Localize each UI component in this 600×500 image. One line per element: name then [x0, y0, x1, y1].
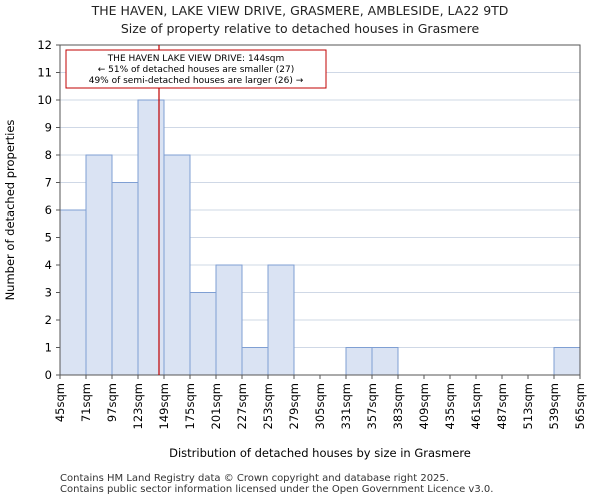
- y-tick-label: 5: [45, 231, 52, 245]
- x-tick-label: 487sqm: [495, 383, 509, 429]
- x-tick-label: 123sqm: [131, 383, 145, 429]
- x-axis: 45sqm 71sqm 97sqm 123sqm 149sqm 175sqm 201sqm 2…: [53, 375, 587, 429]
- x-tick-label: 149sqm: [157, 383, 171, 429]
- x-tick-label: 435sqm: [443, 383, 457, 429]
- y-tick-label: 1: [45, 341, 52, 355]
- x-tick-label: 331sqm: [339, 383, 353, 429]
- annotation-border: [65, 49, 327, 89]
- histogram-bar: [267, 264, 295, 376]
- x-tick-label: 357sqm: [365, 383, 379, 429]
- x-tick-label: 305sqm: [313, 383, 327, 429]
- x-tick-label: 565sqm: [573, 383, 587, 429]
- annotation-line-1: THE HAVEN LAKE VIEW DRIVE: 144sqm: [107, 54, 285, 64]
- y-tick-label: 7: [45, 176, 52, 190]
- histogram-bar: [189, 292, 217, 376]
- x-tick-label: 227sqm: [235, 383, 249, 429]
- x-tick-label: 461sqm: [469, 383, 483, 429]
- x-tick-label: 45sqm: [53, 383, 67, 422]
- chart-title: THE HAVEN, LAKE VIEW DRIVE, GRASMERE, AM…: [91, 3, 509, 18]
- histogram-bar: [137, 99, 165, 376]
- plot-frame: [59, 44, 581, 376]
- x-tick-label: 201sqm: [209, 383, 223, 429]
- y-tick-label: 0: [45, 368, 52, 382]
- x-tick-label: 97sqm: [105, 383, 119, 422]
- x-tick-label: 383sqm: [391, 383, 405, 429]
- y-tick-label: 12: [37, 38, 52, 52]
- histogram-bar: [553, 347, 581, 376]
- x-tick-label: 513sqm: [521, 383, 535, 429]
- y-tick-label: 8: [45, 148, 52, 162]
- x-axis-label: Distribution of detached houses by size …: [169, 446, 471, 460]
- x-tick-label: 253sqm: [261, 383, 275, 429]
- histogram-bar: [241, 347, 269, 376]
- bars: [59, 99, 581, 376]
- x-tick-label: 71sqm: [79, 383, 93, 422]
- histogram-bar: [163, 154, 191, 376]
- histogram-bar: [371, 347, 399, 376]
- y-tick-label: 11: [37, 66, 52, 80]
- y-tick-label: 4: [45, 258, 52, 272]
- y-tick-label: 6: [45, 203, 52, 217]
- y-tick-label: 2: [45, 313, 52, 327]
- histogram-bar: [345, 347, 373, 376]
- histogram-bar: [215, 264, 243, 376]
- histogram-bar: [59, 209, 87, 376]
- annotation-line-2: ← 51% of detached houses are smaller (27…: [98, 65, 295, 75]
- histogram-bar: [111, 182, 139, 376]
- y-tick-label: 3: [45, 286, 52, 300]
- annotation-box: THE HAVEN LAKE VIEW DRIVE: 144sqm ← 51% …: [65, 49, 327, 89]
- footer-line-2: Contains public sector information licen…: [60, 484, 494, 495]
- y-tick-label: 9: [45, 121, 52, 135]
- x-tick-label: 279sqm: [287, 383, 301, 429]
- footer-line-1: Contains HM Land Registry data © Crown c…: [60, 473, 449, 484]
- chart-subtitle: Size of property relative to detached ho…: [120, 21, 480, 36]
- y-tick-label: 10: [37, 93, 52, 107]
- y-axis-label: Number of detached properties: [3, 120, 17, 301]
- histogram-bar: [85, 154, 113, 376]
- x-tick-label: 409sqm: [417, 383, 431, 429]
- x-tick-label: 175sqm: [183, 383, 197, 429]
- x-tick-label: 539sqm: [547, 383, 561, 429]
- annotation-line-3: 49% of semi-detached houses are larger (…: [89, 76, 304, 86]
